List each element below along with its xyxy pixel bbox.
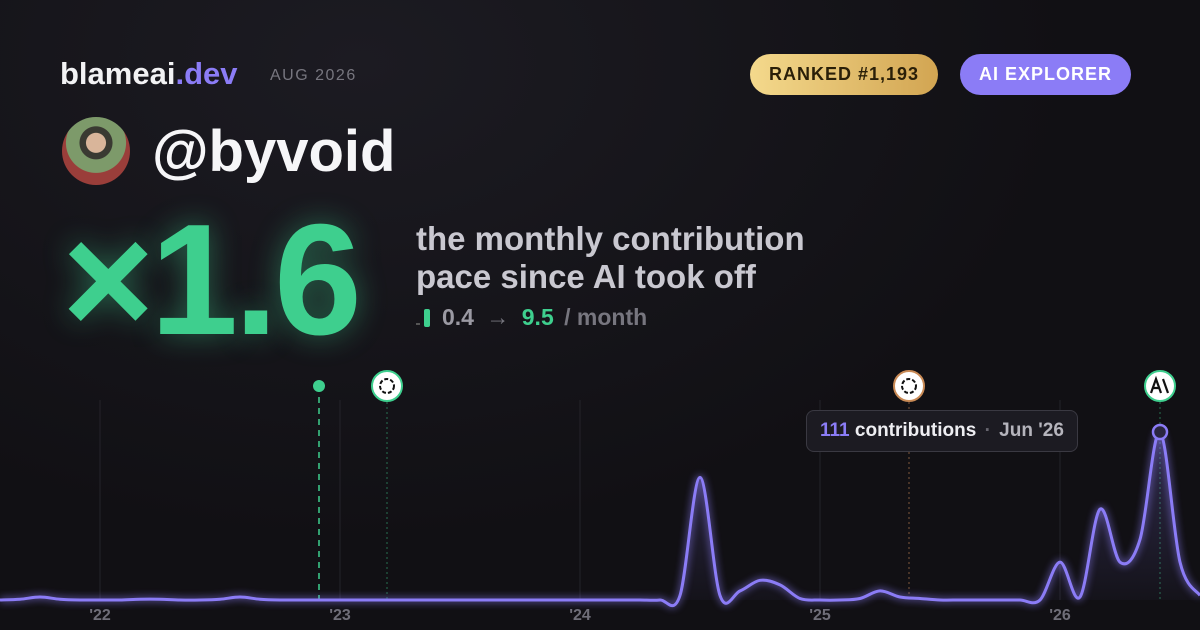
pace-unit: / month <box>564 304 648 330</box>
tooltip-separator: · <box>984 420 991 441</box>
pace-icon <box>424 309 430 327</box>
pace-icon <box>416 323 420 325</box>
plot: '22 '23 '24 '25 '26 <box>0 400 1200 624</box>
caption-line: pace since AI took off <box>416 258 756 295</box>
tooltip-count: 111 <box>820 420 850 441</box>
event-icon <box>1144 370 1176 402</box>
period: AUG 2026 <box>270 67 357 84</box>
event-icon-glyph <box>1149 375 1170 394</box>
area <box>0 431 1200 606</box>
pace-arrow: → <box>486 304 510 330</box>
caption: the monthly contribution pace since AI t… <box>416 220 805 296</box>
event-dot <box>313 380 325 392</box>
tier-badge: AI EXPLORER <box>960 54 1132 95</box>
event-icon <box>371 370 403 402</box>
pace: 0.4 → 9.5 / month <box>416 304 647 331</box>
tooltip: 111 contributions · Jun '26 <box>806 410 1078 452</box>
tooltip-date: Jun '26 <box>999 420 1064 441</box>
x-tick-label: '22 <box>89 607 111 624</box>
handle: @byvoid <box>152 119 396 184</box>
brand-name: blameai <box>60 56 176 91</box>
pace-before: 0.4 <box>442 304 474 330</box>
peak-marker <box>1151 423 1169 441</box>
event-icon-glyph <box>379 378 395 394</box>
x-tick-label: '25 <box>809 607 831 624</box>
avatar <box>62 117 130 185</box>
caption-line: the monthly contribution <box>416 220 805 257</box>
x-tick-label: '24 <box>569 607 591 624</box>
event-icon <box>893 370 925 402</box>
x-tick-label: '23 <box>329 607 351 624</box>
multiplier: ×1.6 <box>62 192 362 368</box>
line <box>0 430 1200 608</box>
x-tick-label: '26 <box>1049 607 1071 624</box>
tooltip-label: contributions <box>854 420 977 441</box>
pace-after: 9.5 <box>521 304 554 330</box>
brand-suffix: .dev <box>175 56 238 91</box>
rank-badge: RANKED #1,193 <box>750 54 939 95</box>
event-icon-glyph <box>901 378 917 394</box>
brand: blameai.dev <box>60 56 237 92</box>
